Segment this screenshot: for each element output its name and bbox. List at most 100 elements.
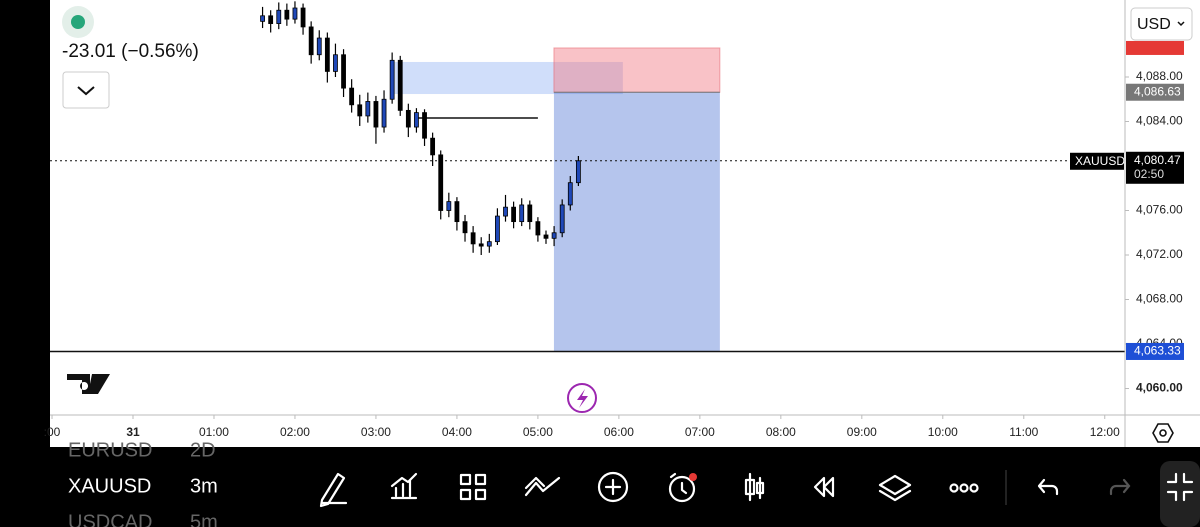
chevron: [77, 86, 95, 96]
position-stop: [553, 47, 721, 93]
symbol-name[interactable]: EURUSD: [68, 439, 152, 461]
price-change: -23.01 (−0.56%): [62, 41, 199, 62]
last-price: 4,080.47: [1134, 153, 1181, 167]
candle-body: [454, 201, 460, 223]
symbol-name[interactable]: XAUUSD: [68, 475, 151, 497]
candle-body: [551, 232, 557, 239]
candle-body: [543, 234, 549, 239]
redo-tool[interactable]: [1109, 478, 1131, 496]
candle-body: [519, 204, 525, 223]
more-dot[interactable]: [959, 483, 969, 493]
fullscreen-button[interactable]: [1160, 461, 1200, 527]
symbol-name[interactable]: USDCAD: [68, 511, 152, 527]
symbol-list: EURUSD 2D XAUUSD 3m USDCAD 5m: [68, 439, 218, 527]
draw-tool[interactable]: [319, 472, 348, 508]
plot-area: [50, 1, 1125, 353]
x-tick-label: 10:00: [928, 425, 958, 439]
x-tick-label: 08:00: [766, 425, 796, 439]
price-label-bg: [1126, 342, 1184, 360]
candle-body: [430, 137, 436, 156]
x-tick-label: 09:00: [847, 425, 877, 439]
candle-body: [341, 54, 346, 89]
y-tick-label: 4,084.00: [1136, 114, 1183, 128]
candle-body: [462, 221, 468, 234]
alert-icon: [669, 472, 688, 495]
stop-label-bg: [1126, 40, 1184, 55]
add-icon: [604, 478, 622, 496]
candle-body: [438, 154, 444, 211]
x-tick-label: 03:00: [361, 425, 391, 439]
settings-button[interactable]: [1152, 423, 1174, 443]
candle-body: [260, 15, 265, 22]
x-tick-label: 04:00: [442, 425, 472, 439]
candle-body: [292, 7, 298, 20]
symbol-tag: XAUUSD: [1075, 154, 1125, 168]
lightning: [577, 389, 588, 408]
x-tick-label: :00: [44, 425, 61, 439]
x-tick-label: 06:00: [604, 425, 634, 439]
compare-tool[interactable]: [524, 476, 561, 497]
candle-body: [511, 206, 517, 223]
candle-body: [268, 15, 274, 24]
candle-body: [365, 101, 371, 117]
replay-tool[interactable]: [813, 476, 835, 498]
x-tick-label: 07:00: [685, 425, 715, 439]
y-tick-label: 4,076.00: [1136, 203, 1183, 217]
candle-body: [567, 182, 573, 206]
candle-body: [333, 54, 338, 72]
last-price-bg: [1126, 151, 1184, 184]
symbol-tag-bg: [1070, 152, 1124, 170]
y-tick-label: 4,088.00: [1136, 69, 1183, 83]
undo-tool[interactable]: [1037, 478, 1059, 496]
chevron: [1177, 21, 1185, 27]
candle-body: [470, 232, 476, 245]
alert-tool[interactable]: [668, 475, 696, 503]
more-dot[interactable]: [949, 483, 959, 493]
layout-tool[interactable]: [459, 473, 487, 501]
candle-body: [405, 109, 411, 128]
x-tick-label: 31: [126, 425, 140, 439]
price-label: 4,063.33: [1134, 344, 1181, 358]
indicators-tool[interactable]: [390, 472, 418, 500]
zone: [391, 61, 623, 95]
more-dot[interactable]: [969, 483, 979, 493]
candle-body: [527, 204, 533, 223]
candle-body: [373, 101, 379, 128]
axes: 4,060.004,064.004,068.004,072.004,076.00…: [44, 40, 1184, 439]
x-tick-label: 02:00: [280, 425, 310, 439]
candle-body: [422, 112, 427, 139]
currency-button[interactable]: [1130, 7, 1193, 41]
candle-body: [397, 59, 403, 111]
candle-body: [276, 9, 282, 24]
candle-body: [575, 160, 581, 184]
candle-body: [486, 241, 492, 247]
price-label-bg: [1126, 83, 1184, 101]
candle-body: [316, 37, 322, 56]
candle-body: [284, 9, 290, 20]
add-tool[interactable]: [597, 471, 629, 503]
symbol-interval: 2D: [190, 439, 216, 461]
left-edge: [0, 0, 50, 447]
y-tick-label: 4,068.00: [1136, 292, 1183, 306]
chart-type-tool[interactable]: [744, 472, 765, 502]
logo: [67, 374, 110, 394]
candle-body: [389, 59, 395, 100]
fullscreen-icon: [1166, 472, 1194, 502]
y-tick-label: 4,072.00: [1136, 247, 1183, 261]
candle-body: [381, 98, 387, 128]
candle-body: [478, 243, 484, 247]
currency: USD: [1137, 16, 1171, 33]
layers-tool[interactable]: [878, 474, 912, 502]
candle-body: [559, 204, 565, 234]
candle-body: [495, 215, 500, 243]
status-dot: [71, 15, 85, 29]
candle-body: [414, 112, 419, 128]
settings-dot: [1159, 429, 1167, 437]
collapse-button[interactable]: [62, 71, 110, 109]
candle-body: [324, 37, 330, 72]
y-tick-label: 4,060.00: [1136, 381, 1183, 395]
candle-body: [503, 206, 508, 217]
candle-body: [357, 104, 363, 117]
